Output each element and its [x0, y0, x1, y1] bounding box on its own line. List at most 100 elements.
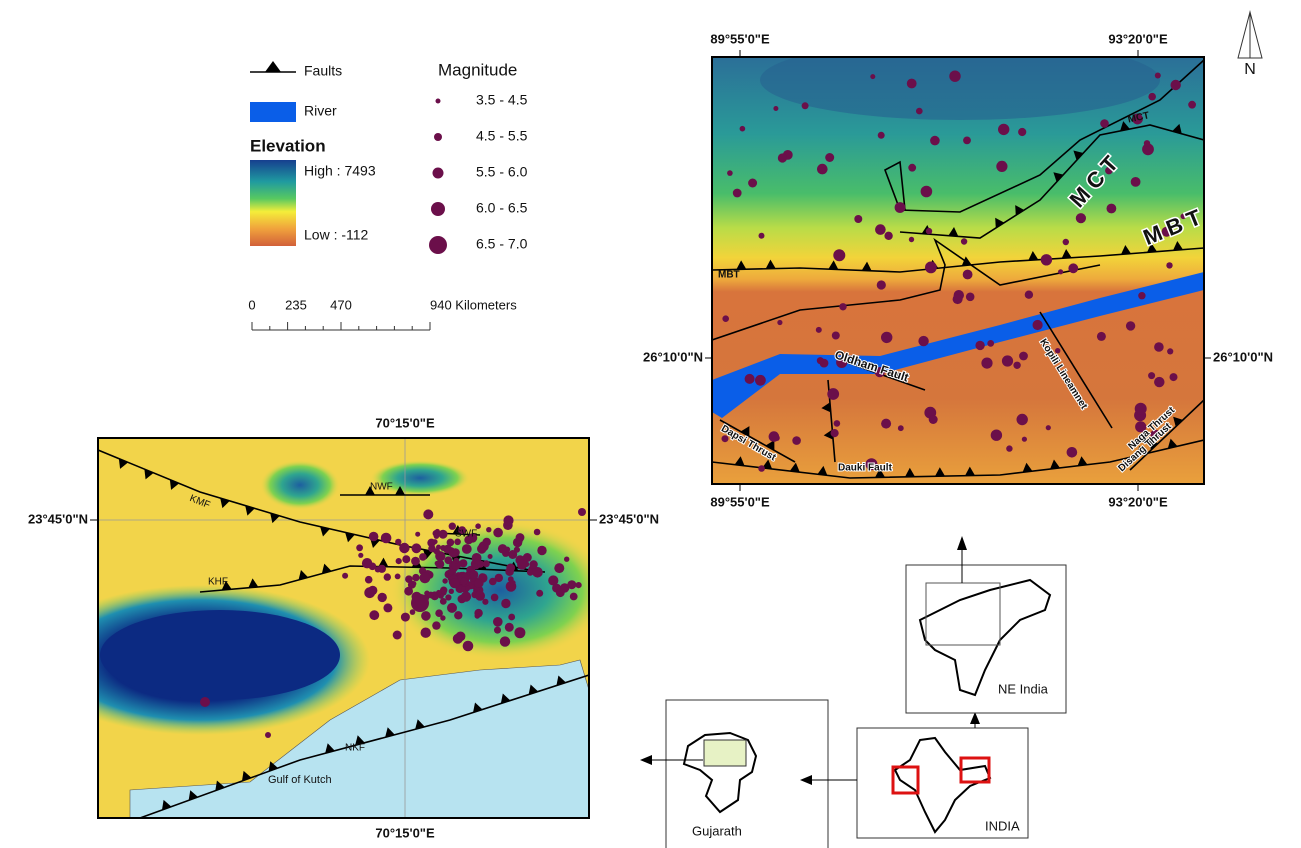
legend-label: 6.5 - 7.0: [476, 236, 528, 252]
earthquake: [832, 332, 840, 340]
earthquake: [1017, 414, 1028, 425]
earthquake: [839, 303, 846, 310]
earthquake: [570, 593, 578, 601]
latitude-label: 23°45'0"N: [599, 511, 659, 526]
earthquake: [918, 336, 928, 346]
earthquake: [1188, 101, 1196, 109]
earthquake: [449, 549, 458, 558]
earthquake: [444, 556, 452, 564]
figure: Faults River Elevation High : 7493 Low :…: [0, 0, 1301, 848]
river-symbol: [250, 102, 296, 122]
earthquake: [1013, 362, 1020, 369]
scale-label: 235: [285, 297, 307, 312]
earthquake: [963, 137, 971, 145]
earthquake: [483, 560, 490, 567]
earthquake: [449, 589, 454, 594]
inset-label: NE India: [998, 681, 1049, 696]
earthquake: [1058, 269, 1063, 274]
earthquake: [470, 570, 479, 579]
earthquake: [877, 280, 886, 289]
earthquake: [773, 106, 778, 111]
earthquake: [881, 332, 892, 343]
earthquake: [415, 532, 420, 537]
earthquake: [991, 430, 1002, 441]
longitude-label: 93°20'0"E: [1108, 31, 1168, 46]
earthquake: [981, 358, 992, 369]
earthquake: [926, 228, 932, 234]
fault-symbol: [265, 61, 281, 72]
legend-label: 4.5 - 5.5: [476, 128, 528, 144]
earthquake: [436, 590, 441, 595]
earthquake: [503, 515, 513, 525]
earthquake: [411, 594, 429, 612]
earthquake: [384, 573, 391, 580]
fault-label: MBT: [718, 270, 740, 281]
earthquake: [745, 374, 755, 384]
earthquake: [442, 578, 447, 583]
earthquake: [453, 634, 463, 644]
legend-label: Low : -112: [304, 227, 369, 243]
earthquake: [898, 425, 904, 431]
earthquake: [875, 224, 886, 235]
latitude-label: 23°45'0"N: [28, 511, 88, 526]
earthquake: [411, 557, 420, 566]
earthquake: [1154, 342, 1164, 352]
legend-label: High : 7493: [304, 163, 376, 179]
earthquake: [1006, 445, 1012, 451]
earthquake: [1148, 372, 1155, 379]
earthquake: [200, 697, 210, 707]
earthquake: [472, 564, 478, 570]
earthquake: [953, 294, 963, 304]
fault-label: NKF: [345, 743, 365, 754]
earthquake: [356, 544, 363, 551]
scale-label: 470: [330, 297, 352, 312]
longitude-label: 70°15'0"E: [375, 825, 435, 840]
earthquake: [396, 558, 402, 564]
earthquake: [777, 320, 782, 325]
earthquake: [908, 164, 916, 172]
magnitude-symbol: [433, 168, 444, 179]
earthquake: [733, 189, 742, 198]
legend-label: Faults: [304, 63, 342, 79]
earthquake: [365, 576, 373, 584]
earthquake: [500, 636, 510, 646]
earthquake: [1126, 321, 1135, 330]
earthquake: [378, 593, 387, 602]
earthquake: [1041, 254, 1052, 265]
earthquake: [833, 249, 845, 261]
earthquake: [486, 527, 491, 532]
earthquake: [578, 508, 586, 516]
earthquake: [963, 270, 973, 280]
earthquake: [529, 560, 537, 568]
earthquake: [748, 179, 757, 188]
earthquake: [1067, 447, 1078, 458]
earthquake: [1002, 355, 1013, 366]
ne-map: 89°55'0"E 93°20'0"E 89°55'0"E 93°20'0"E …: [643, 31, 1273, 509]
earthquake: [436, 560, 445, 569]
earthquake: [369, 532, 379, 542]
earthquake: [440, 545, 446, 551]
earthquake: [462, 544, 472, 554]
earthquake: [778, 153, 787, 162]
earthquake: [493, 617, 503, 627]
earthquake: [401, 613, 410, 622]
earthquake: [878, 132, 885, 139]
earthquake: [895, 202, 906, 213]
earthquake: [1025, 291, 1033, 299]
inset-label: Gujarath: [692, 823, 742, 838]
earthquake: [463, 641, 474, 652]
earthquake: [1033, 320, 1043, 330]
earthquake: [395, 539, 401, 545]
earthquake: [514, 547, 520, 553]
insets: Gujarath INDIA NE India: [640, 536, 1066, 848]
earthquake: [364, 587, 375, 598]
magnitude-symbol: [434, 133, 442, 141]
earthquake: [501, 599, 510, 608]
earthquake: [727, 170, 733, 176]
earthquake: [929, 415, 938, 424]
legend-title: Elevation: [250, 136, 326, 155]
legend-label: 6.0 - 6.5: [476, 200, 528, 216]
earthquake: [1131, 177, 1141, 187]
earthquake: [434, 533, 440, 539]
earthquake: [817, 357, 824, 364]
